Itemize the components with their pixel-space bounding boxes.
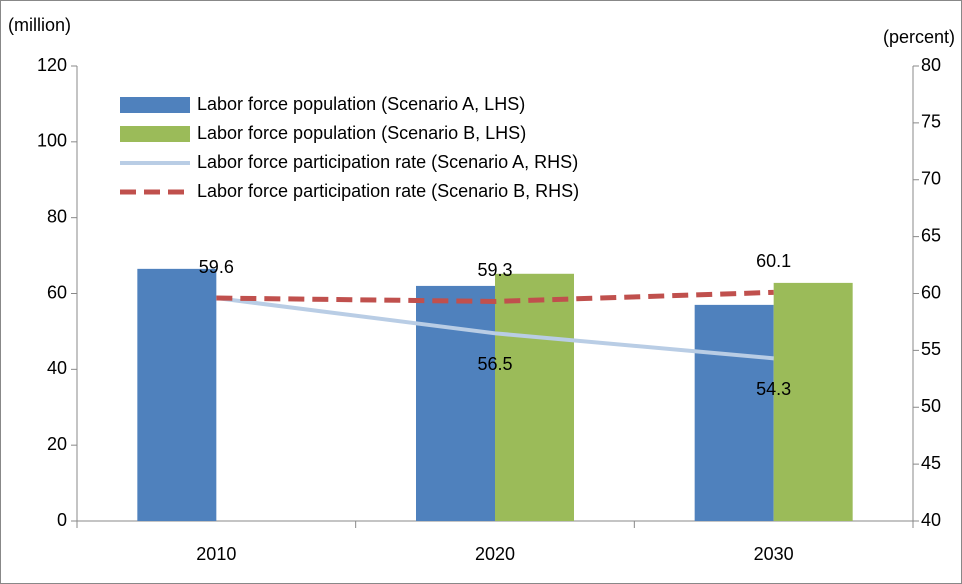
y2-tick-label: 60 [921,282,941,302]
legend-swatch [120,126,190,142]
y2-tick-label: 70 [921,169,941,189]
line [216,289,774,304]
y-tick-label: 80 [47,206,67,226]
y-tick-label: 20 [47,434,67,454]
x-tick-label: 2030 [754,544,794,564]
legend-label: Labor force participation rate (Scenario… [197,181,579,201]
legend-label: Labor force population (Scenario A, LHS) [197,94,525,114]
data-label: 59.3 [477,260,512,280]
bar [773,282,853,521]
x-tick-label: 2010 [196,544,236,564]
legend-swatch [120,97,190,113]
data-label: 60.1 [756,251,791,271]
y2-tick-label: 80 [921,55,941,75]
y2-tick-label: 45 [921,453,941,473]
data-label: 54.3 [756,379,791,399]
y-axis-label: (million) [8,15,71,35]
y-tick-label: 60 [47,282,67,302]
x-tick-label: 2020 [475,544,515,564]
y2-tick-label: 75 [921,112,941,132]
y-tick-label: 120 [37,55,67,75]
bar [137,268,217,521]
y2-tick-label: 40 [921,510,941,530]
bar [416,285,495,521]
bar [495,273,574,521]
y-tick-label: 100 [37,131,67,151]
data-label: 56.5 [477,354,512,374]
y-tick-label: 0 [57,510,67,530]
y2-axis-label: (percent) [883,27,955,47]
legend-label: Labor force participation rate (Scenario… [197,152,578,172]
bar [694,304,774,521]
y2-tick-label: 65 [921,225,941,245]
legend-label: Labor force population (Scenario B, LHS) [197,123,526,143]
y2-tick-label: 50 [921,396,941,416]
data-label: 59.6 [199,257,234,277]
y2-tick-label: 55 [921,339,941,359]
line [216,296,774,361]
y-tick-label: 40 [47,358,67,378]
